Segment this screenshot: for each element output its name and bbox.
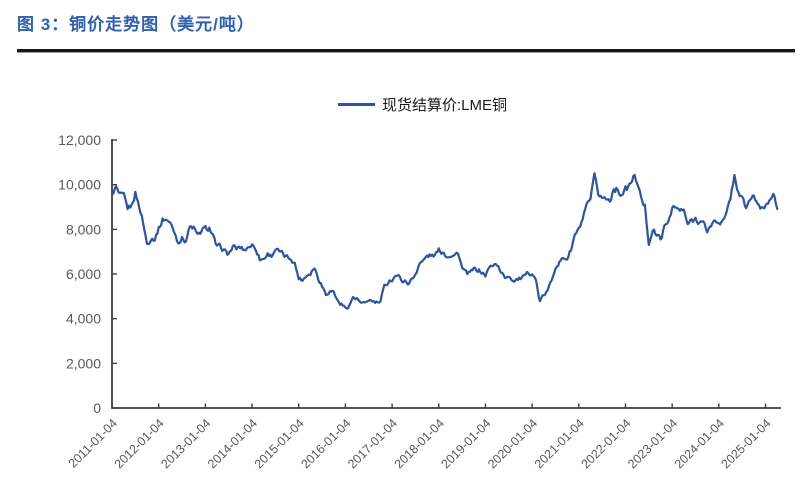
x-axis-tick-label: 2021-01-04 (532, 416, 587, 471)
x-axis-tick-label: 2023-01-04 (625, 416, 680, 471)
x-axis-tick-label: 2022-01-04 (578, 416, 633, 471)
x-axis-tick-label: 2016-01-04 (298, 416, 353, 471)
x-axis-tick-label: 2020-01-04 (485, 416, 540, 471)
price-line (110, 172, 779, 310)
y-axis-tick-label: 4,000 (66, 311, 101, 327)
title-divider (17, 49, 795, 53)
legend: 现货结算价:LME铜 (338, 94, 507, 115)
y-axis-tick-label: 6,000 (66, 266, 101, 282)
x-axis-tick-label: 2015-01-04 (252, 416, 307, 471)
y-axis-tick-label: 10,000 (58, 177, 101, 193)
x-axis-tick-label: 2012-01-04 (112, 416, 167, 471)
x-axis-tick-label: 2018-01-04 (392, 416, 447, 471)
axes (111, 139, 781, 409)
y-axis-tick-label: 2,000 (66, 355, 101, 371)
x-axis-tick-label: 2014-01-04 (205, 416, 260, 471)
figure-title: 图 3：铜价走势图（美元/吨） (17, 15, 255, 34)
x-axis-tick-label: 2025-01-04 (719, 416, 774, 471)
y-axis-tick-label: 8,000 (66, 221, 101, 237)
legend-line-swatch (338, 103, 375, 106)
x-axis-tick-label: 2019-01-04 (438, 416, 493, 471)
y-axis-tick-label: 0 (93, 400, 101, 416)
x-axis-tick-label: 2017-01-04 (345, 416, 400, 471)
y-axis-tick-label: 12,000 (58, 132, 101, 148)
legend-label: 现货结算价:LME铜 (382, 97, 508, 114)
x-axis-tick-label: 2024-01-04 (672, 416, 727, 471)
x-axis-tick-label: 2013-01-04 (158, 416, 213, 471)
